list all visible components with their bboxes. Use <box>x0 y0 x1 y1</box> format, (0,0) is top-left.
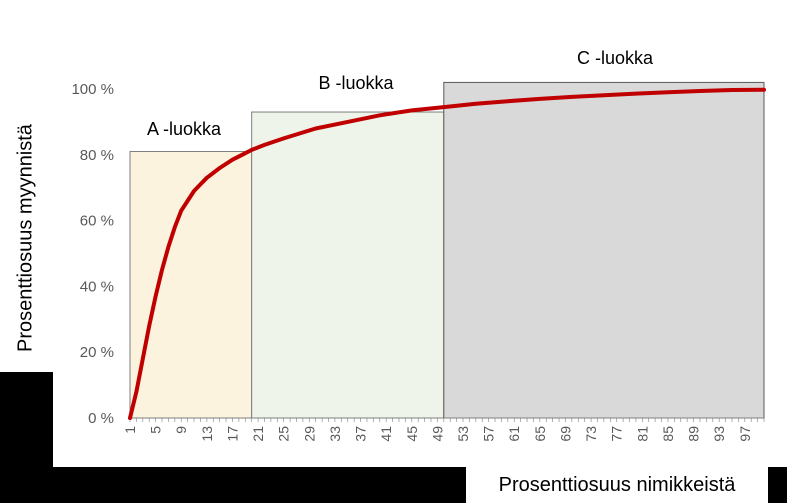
y-tick-label: 0 % <box>88 410 114 427</box>
class-label-1: A -luokka <box>147 119 222 139</box>
y-tick-label: 40 % <box>80 278 114 295</box>
x-tick-label: 93 <box>711 426 727 442</box>
x-tick-label: 13 <box>199 426 215 442</box>
y-axis-label-box: Prosenttiosuus myynnistä <box>0 0 53 372</box>
x-tick-label: 21 <box>250 426 266 442</box>
x-tick-label: 77 <box>609 426 625 442</box>
x-tick-label: 33 <box>327 426 343 442</box>
x-tick-label: 81 <box>634 426 650 442</box>
x-tick-label: 73 <box>583 426 599 442</box>
x-tick-label: 97 <box>737 426 753 442</box>
class-label-3: C -luokka <box>577 48 654 68</box>
x-tick-label: 17 <box>224 426 240 442</box>
class-region-2 <box>251 111 445 419</box>
x-tick-label: 61 <box>506 426 522 442</box>
x-tick-label: 69 <box>557 426 573 442</box>
x-tick-label: 49 <box>429 426 445 442</box>
cumulative-curve-1 <box>128 87 766 420</box>
x-tick-label: 57 <box>481 426 497 442</box>
x-tick-label: 9 <box>173 426 189 434</box>
class-region-1 <box>129 151 253 419</box>
x-tick-label: 1 <box>122 426 138 434</box>
x-axis-label: Prosenttiosuus nimikkeistä <box>498 474 736 496</box>
class-label-2: B -luokka <box>318 73 394 93</box>
y-tick-label: 60 % <box>80 213 114 230</box>
x-tick-label: 53 <box>455 426 471 442</box>
x-tick-label: 29 <box>301 426 317 442</box>
y-tick-label: 20 % <box>80 344 114 361</box>
y-tick-label: 100 % <box>71 81 114 98</box>
x-tick-label: 37 <box>353 426 369 442</box>
x-tick-label: 65 <box>532 426 548 442</box>
x-tick-label: 25 <box>276 426 292 442</box>
x-tick-label: 41 <box>378 426 394 442</box>
x-tick-label: 5 <box>148 426 164 434</box>
x-axis-label-box: Prosenttiosuus nimikkeistä <box>466 467 768 503</box>
y-tick-label: 80 % <box>80 147 114 164</box>
x-tick-label: 89 <box>686 426 702 442</box>
x-tick-label: 85 <box>660 426 676 442</box>
class-region-3 <box>443 81 765 419</box>
x-tick-label: 45 <box>404 426 420 442</box>
